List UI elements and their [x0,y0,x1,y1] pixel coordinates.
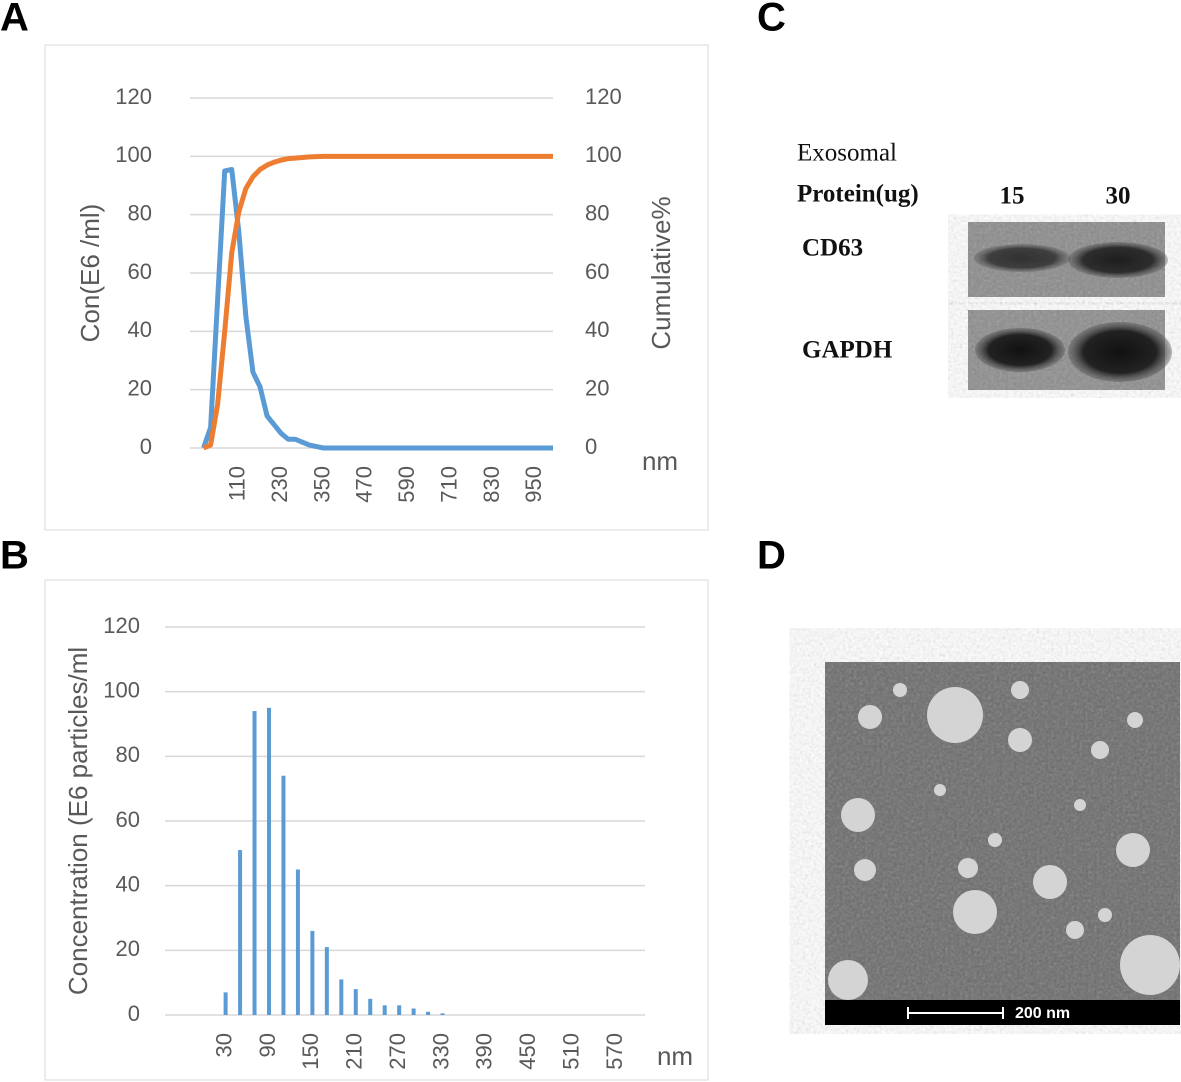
bar [368,998,373,1015]
panel-frame [44,579,709,1081]
panel-letter: C [757,0,786,40]
blot-band [1068,322,1172,382]
scale-label: 200 nm [1015,1005,1070,1022]
bar [267,707,271,1015]
blot-header: Exosomal [797,140,897,167]
x-tick-label: 510 [559,1033,584,1070]
x-tick-label: 470 [352,466,377,503]
x-tick-label: 350 [309,466,334,503]
row-label: CD63 [802,235,863,262]
y2-axis-title: Cumulative% [646,196,676,349]
x-tick-label: 830 [479,466,504,503]
bar [382,1005,387,1015]
y2-tick-label: 100 [585,142,622,167]
x-tick-label: 710 [436,466,461,503]
lane-label: 15 [1000,183,1025,210]
bar [353,989,358,1015]
bar [252,711,257,1015]
y-tick-label: 40 [116,871,140,896]
x-tick-label: 450 [515,1033,540,1070]
y-tick-label: 0 [140,434,152,459]
bar [310,930,315,1015]
blot-header: Protein(ug) [797,181,919,208]
y-tick-label: 0 [128,1001,140,1026]
y-tick-label: 20 [116,936,140,961]
y2-tick-label: 40 [585,317,609,342]
y-tick-label: 40 [128,317,152,342]
x-tick-label: 590 [394,466,419,503]
bar [281,775,286,1015]
y-tick-label: 80 [128,200,152,225]
bar [295,869,300,1015]
x-axis-title: nm [642,446,678,476]
x-tick-label: 110 [225,466,250,501]
x-tick-label: 230 [267,466,292,503]
row-label: GAPDH [802,337,893,364]
y-tick-label: 120 [115,84,152,109]
x-tick-label: 150 [298,1033,323,1070]
panel-letter: B [0,534,29,578]
y2-tick-label: 20 [585,375,609,400]
blot-band [1068,242,1168,278]
bar [238,850,243,1015]
y-tick-label: 60 [128,259,152,284]
y-axis-title: Concentration (E6 particles/ml [63,647,93,995]
y2-tick-label: 0 [585,434,597,459]
y-tick-label: 100 [103,677,140,702]
x-tick-label: 950 [521,466,546,503]
panel-letter: D [757,534,786,578]
micrograph-noise [825,662,1180,1000]
y-axis-title: Con(E6 /ml) [75,204,105,343]
x-tick-label: 90 [255,1033,280,1057]
bar [411,1008,416,1015]
series-line [201,166,553,451]
y-tick-label: 120 [103,613,140,638]
bar [440,1013,445,1015]
x-tick-label: 210 [342,1033,367,1070]
panel-frame [44,44,709,531]
series-line [202,153,553,451]
y-tick-label: 100 [115,142,152,167]
x-tick-label: 390 [472,1033,497,1070]
bar [339,979,344,1015]
bar [426,1011,431,1015]
y2-tick-label: 120 [585,84,622,109]
x-axis-title: nm [657,1041,693,1071]
lane-label: 30 [1106,183,1131,210]
x-tick-label: 570 [602,1033,627,1070]
x-tick-label: 30 [211,1033,236,1057]
x-tick-label: 330 [428,1033,453,1070]
y-tick-label: 60 [116,807,140,832]
bar [397,1005,402,1015]
y2-tick-label: 60 [585,259,609,284]
bar [324,947,329,1015]
blot-band [974,244,1070,272]
blot-band [975,328,1065,372]
vesicles [828,681,1180,1000]
y2-tick-label: 80 [585,200,609,225]
panel-letter: A [0,0,29,40]
y-tick-label: 80 [116,742,140,767]
y-tick-label: 20 [128,375,152,400]
x-tick-label: 270 [385,1033,410,1070]
bar [223,992,228,1015]
